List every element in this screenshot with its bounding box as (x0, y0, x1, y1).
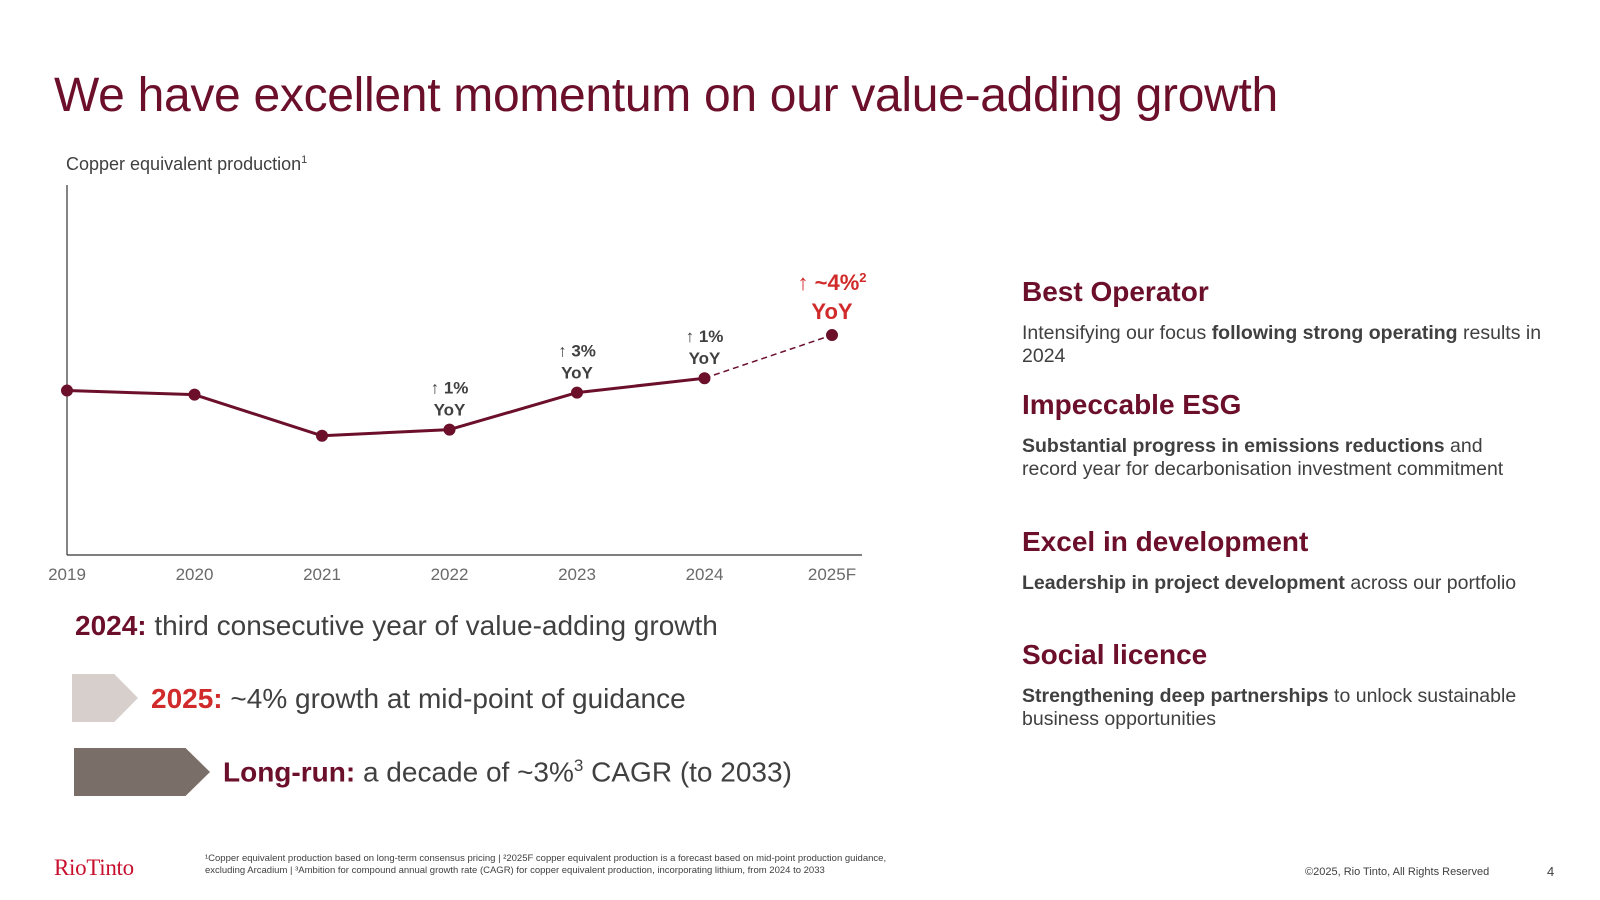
x-tick-label: 2023 (558, 565, 596, 584)
x-tick-label: 2025F (808, 565, 856, 584)
yoy-annotation-value: ↑ 1% (686, 327, 724, 346)
slide-title: We have excellent momentum on our value-… (54, 69, 1278, 122)
production-line-chart: 2019 2020 2021 2022 2023 2024 2025F↑ 1%YoY↑ 3%… (48, 185, 867, 584)
yoy-annotation-label: YoY (689, 349, 721, 368)
data-point-2025f (826, 329, 838, 342)
summary-longrun-text-a: a decade of ~3% (355, 756, 574, 788)
up-arrow-icon: ↑ (558, 342, 571, 361)
summary-2025-label: 2025: (151, 683, 223, 714)
yoy-annotation-2023: ↑ 3% YoY (558, 342, 596, 383)
chart-label-text: Copper equivalent production (66, 154, 302, 174)
pillar-heading: Social licence (1022, 639, 1208, 670)
pillar-text-b: across our portfolio (1344, 572, 1517, 594)
yoy-annotation-value: ↑ 3% (558, 342, 596, 361)
summary-2024: 2024: third consecutive year of value-ad… (75, 610, 718, 642)
pillar-text-bold: Leadership in project development (1022, 572, 1345, 594)
pillar-best-operator: Best Operator Intensifying our focus fol… (1022, 276, 1542, 368)
x-tick-label: 2022 (431, 565, 469, 584)
page-number: 4 (1547, 864, 1555, 879)
x-tick-label: 2021 (303, 565, 341, 584)
yoy-annotation-value: ↑ 1% (431, 379, 469, 398)
up-arrow-icon: ↑ (686, 327, 699, 346)
data-point-2022 (443, 423, 456, 436)
pillar-text-a: Intensifying our focus (1022, 322, 1212, 344)
yoy-percent: ~4% (815, 270, 860, 295)
footnote-marker: 2 (859, 270, 866, 285)
summary-2024-label: 2024: (75, 610, 147, 641)
summary-longrun-label: Long-run: (223, 756, 356, 788)
footnotes: ¹Copper equivalent production based on l… (205, 853, 887, 876)
data-point-2020 (188, 388, 201, 401)
pillar-text: Intensifying our focus following strong … (1022, 322, 1542, 368)
x-tick-label: 2020 (176, 565, 214, 584)
rio-tinto-logo: RioTinto (54, 855, 134, 880)
yoy-annotation-2025f: ↑ ~4%2 YoY (797, 270, 866, 324)
data-point-2019 (61, 384, 73, 397)
pillar-heading: Impeccable ESG (1022, 389, 1242, 420)
pillar-text: Strengthening deep partnerships to unloc… (1022, 685, 1542, 731)
summary-2025: 2025: ~4% growth at mid-point of guidanc… (151, 683, 686, 715)
chevron-arrow-dark (74, 748, 210, 796)
yoy-percent: 1% (444, 379, 469, 398)
up-arrow-icon: ↑ (797, 270, 814, 295)
data-point-2023 (571, 386, 583, 399)
chevron-arrow-light (72, 674, 138, 722)
series-line-actual (66, 376, 705, 438)
yoy-percent: 3% (571, 342, 596, 361)
yoy-annotation-label: YoY (811, 299, 852, 324)
pillar-text-bold: Substantial progress in emissions reduct… (1022, 435, 1445, 457)
yoy-annotation-2022: ↑ 1% YoY (431, 379, 469, 420)
pillar-heading: Excel in development (1022, 526, 1309, 557)
pillar-text-b: results in 2024 (1022, 322, 1542, 367)
yoy-annotation-2024: ↑ 1% YoY (686, 327, 724, 368)
chart-label: Copper equivalent production1 (66, 154, 307, 175)
pillar-text-b: to unlock sustainable business opportuni… (1022, 685, 1517, 730)
pillar-text-bold: Strengthening deep partnerships (1022, 685, 1329, 707)
yoy-annotation-label: YoY (561, 364, 593, 383)
pillar-text-b: and record year for decarbonisation inve… (1022, 435, 1504, 480)
pillar-impeccable-esg: Impeccable ESG Substantial progress in e… (1022, 389, 1542, 481)
pillar-text: Leadership in project development across… (1022, 572, 1542, 595)
summary-2024-text: third consecutive year of value-adding g… (146, 610, 718, 641)
up-arrow-icon: ↑ (431, 379, 444, 398)
summary-2025-text: ~4% growth at mid-point of guidance (222, 683, 686, 714)
summary-longrun: Long-run: a decade of ~3%3 CAGR (to 2033… (223, 756, 792, 788)
yoy-annotation-value: ↑ ~4%2 (797, 270, 866, 295)
data-point-2024 (698, 372, 711, 385)
chart-label-footnote-marker: 1 (301, 154, 308, 166)
summary-longrun-footnote-marker: 3 (573, 756, 584, 775)
summary-longrun-text-b: CAGR (to 2033) (583, 756, 792, 788)
yoy-annotation-label: YoY (434, 401, 466, 420)
pillar-text: Substantial progress in emissions reduct… (1022, 435, 1542, 481)
yoy-percent: 1% (699, 327, 724, 346)
data-point-2021 (316, 429, 328, 442)
x-tick-label: 2019 (48, 565, 86, 584)
pillar-heading: Best Operator (1022, 276, 1209, 307)
pillar-social-licence: Social licence Strengthening deep partne… (1022, 639, 1542, 731)
pillar-excel-in-development: Excel in development Leadership in proje… (1022, 526, 1542, 595)
copyright: ©2025, Rio Tinto, All Rights Reserved (1305, 866, 1490, 878)
x-tick-label: 2024 (686, 565, 724, 584)
series-line-forecast (704, 334, 833, 379)
pillar-text-bold: following strong operating (1211, 322, 1458, 344)
